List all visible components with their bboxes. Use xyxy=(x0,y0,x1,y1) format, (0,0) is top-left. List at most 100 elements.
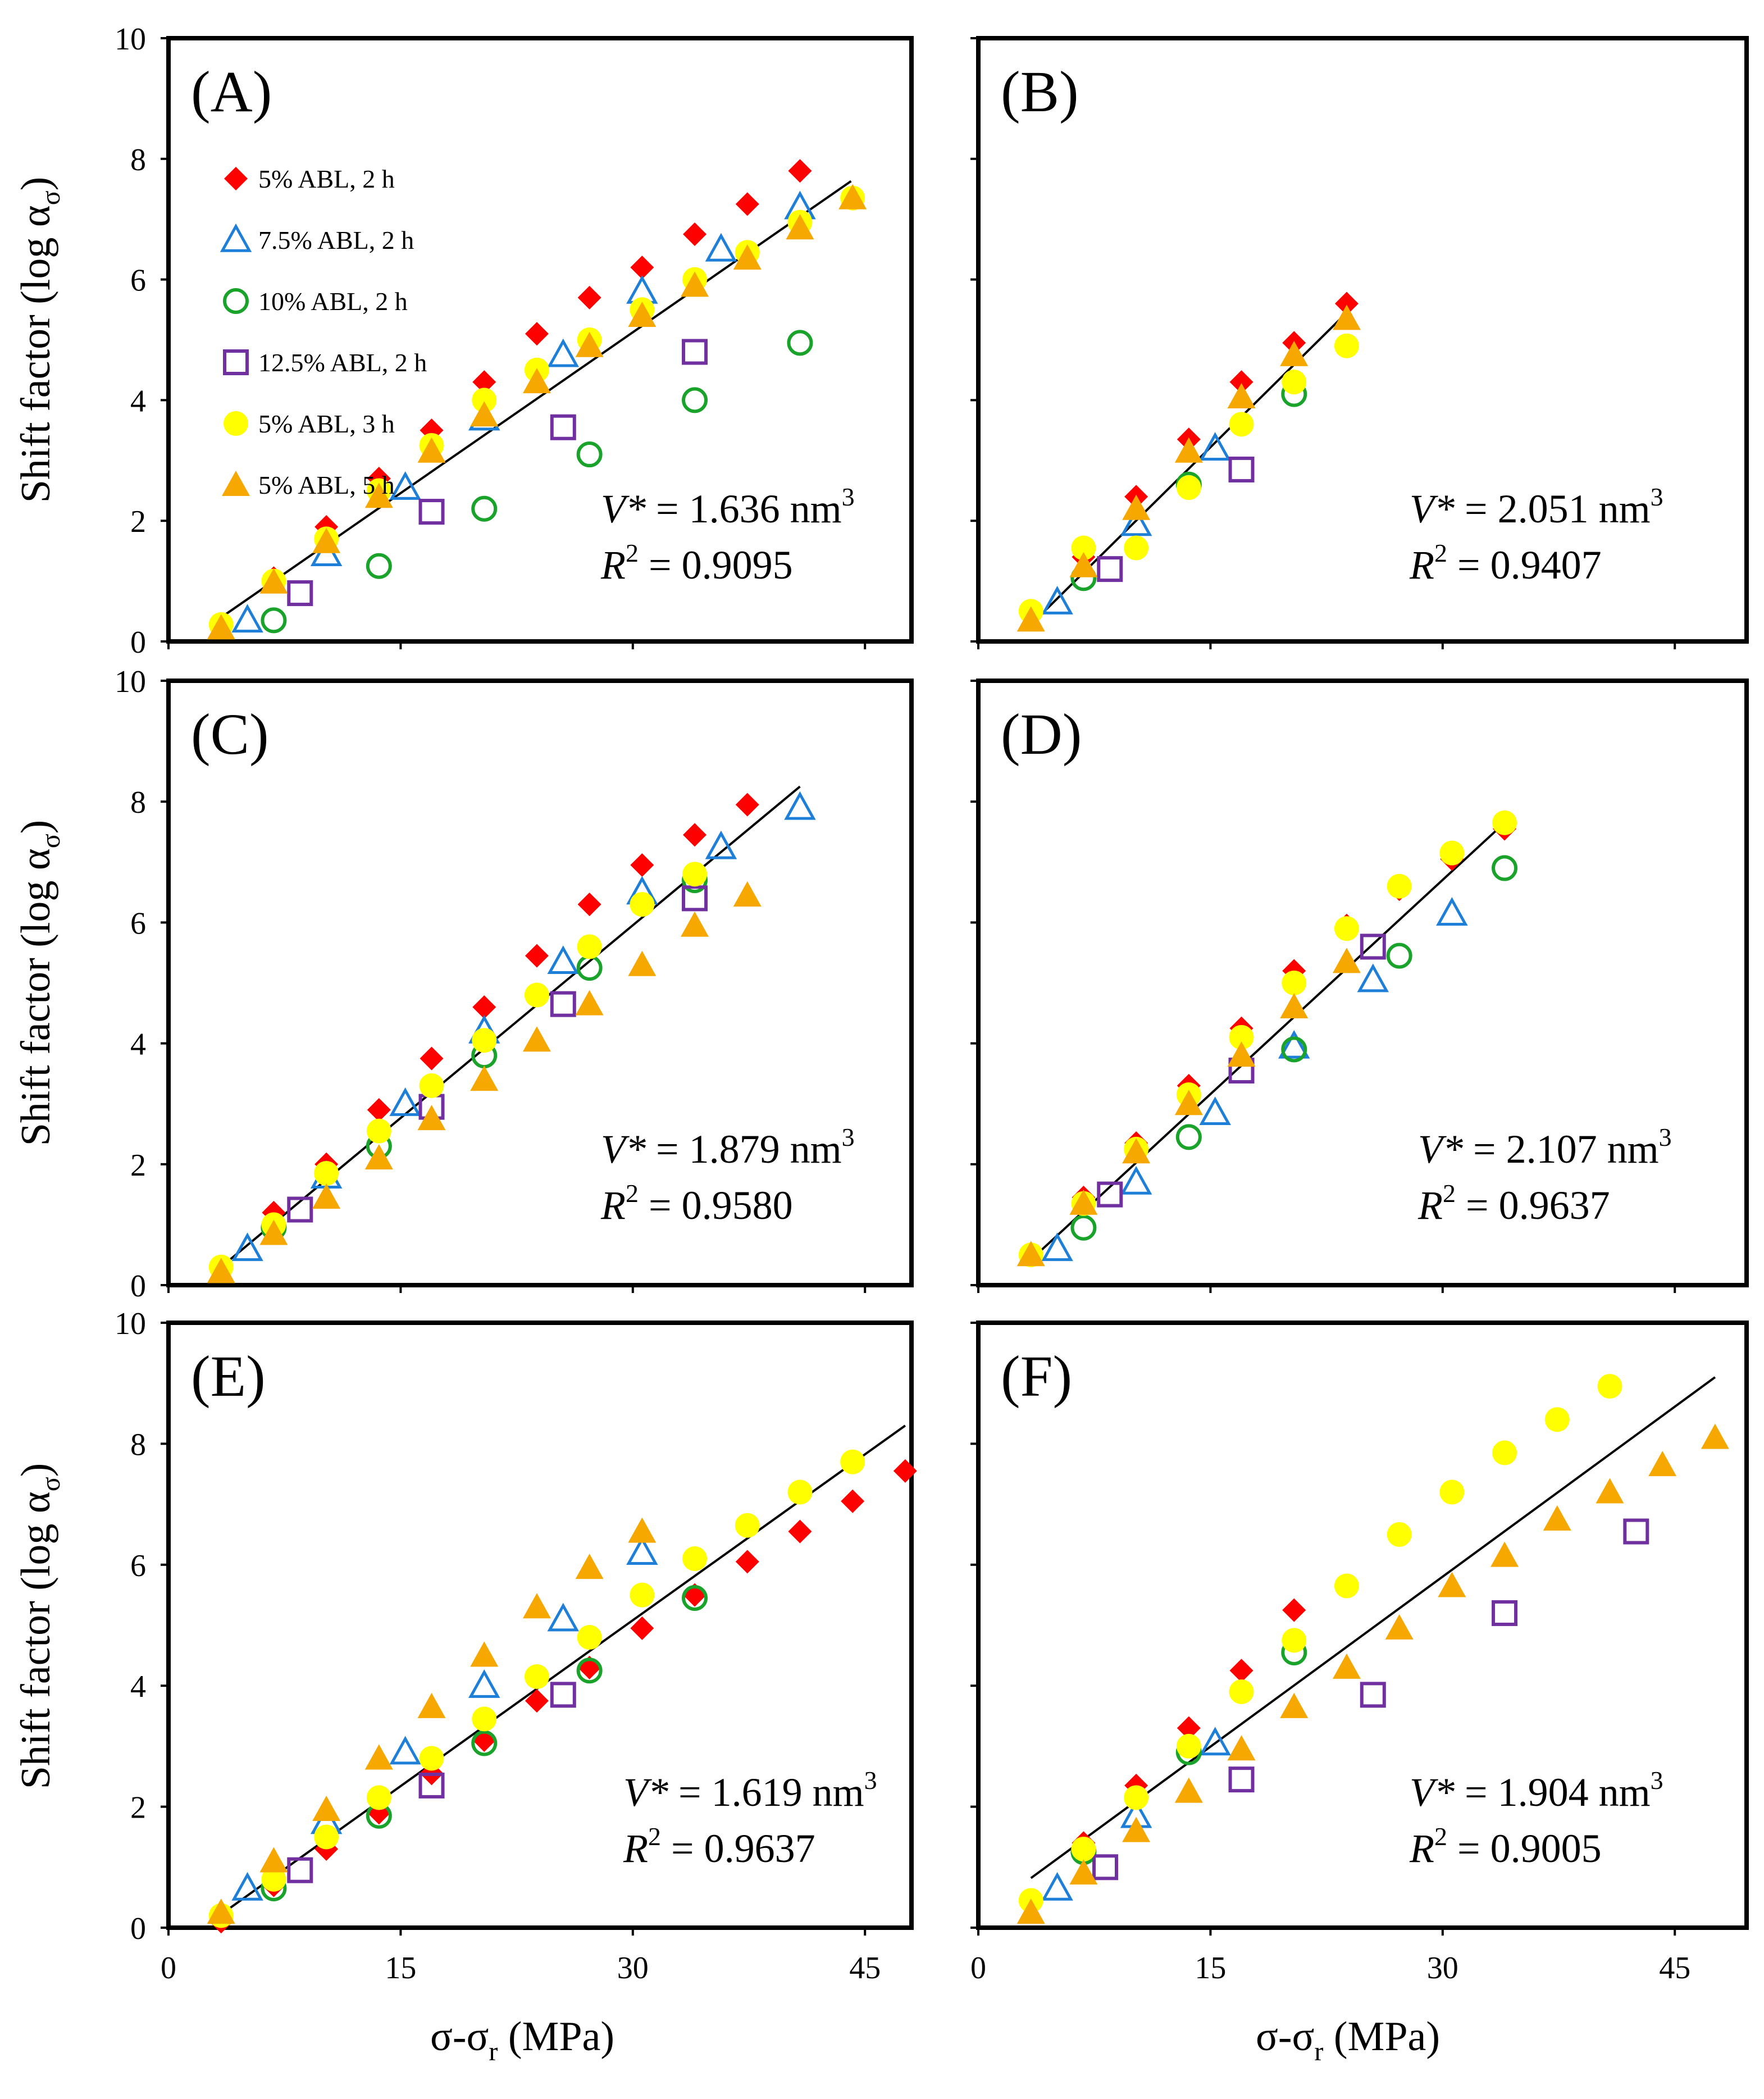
data-point-s1-p4 xyxy=(1357,963,1389,992)
series-7-5-abl-2-h xyxy=(1041,432,1231,614)
data-point-s5-p4 xyxy=(1227,1041,1256,1067)
data-point-s5-p1 xyxy=(1069,1859,1098,1885)
data-point-s5-p6 xyxy=(1332,948,1361,973)
series-5-abl-5-h xyxy=(1017,304,1361,632)
data-point-s5-p1 xyxy=(259,568,288,594)
panel-label: (F) xyxy=(1001,1344,1072,1409)
r-exponent: 2 xyxy=(648,1822,661,1851)
data-point-s3-p2 xyxy=(1360,1682,1386,1708)
v-value: = 1.619 nm xyxy=(668,1770,864,1815)
data-point-s2-p4 xyxy=(682,1585,708,1611)
data-point-s4-p6 xyxy=(1334,1573,1359,1599)
data-point-s3-p0 xyxy=(287,580,313,607)
data-point-s2-p1 xyxy=(1175,1124,1202,1150)
v-symbol: V* xyxy=(601,1127,646,1172)
data-point-s2-p4 xyxy=(682,387,708,413)
v-symbol: V* xyxy=(1410,1770,1455,1815)
data-point-s5-p4 xyxy=(417,1105,446,1131)
data-point-s1-p2 xyxy=(1199,432,1231,461)
data-point-s5-p5 xyxy=(470,1641,499,1667)
data-point-s4-p7 xyxy=(1387,873,1412,899)
v-exponent: 3 xyxy=(842,1123,855,1151)
data-point-s4-p11 xyxy=(787,1479,813,1505)
data-point-s1-p3 xyxy=(1278,1030,1310,1059)
x-tick-label: 45 xyxy=(1659,1951,1690,1986)
y-axis-title-end: ) xyxy=(13,1463,59,1477)
plot-frame xyxy=(166,679,914,1287)
panel-b: (B) V* = 2.051 nm3 R2 = 0.9407 xyxy=(970,36,1749,649)
data-point-s5-p1 xyxy=(1069,552,1098,577)
data-point-s1-p4 xyxy=(547,338,580,367)
y-tick-label: 10 xyxy=(115,1306,146,1341)
data-point-s0-p4 xyxy=(1229,370,1254,394)
legend-label: 10% ABL, 2 h xyxy=(258,287,408,316)
data-point-s5-p2 xyxy=(312,527,341,553)
data-point-s0-p12 xyxy=(841,1489,865,1513)
v-value: = 2.051 nm xyxy=(1455,486,1651,531)
panel-d: (D) V* = 2.107 nm3 R2 = 0.9637 xyxy=(970,679,1749,1293)
data-point-s1-p2 xyxy=(1199,1727,1231,1756)
data-point-s3-p2 xyxy=(550,414,576,440)
series-5-abl-5-h xyxy=(1017,948,1361,1267)
data-point-s4-p5 xyxy=(472,388,497,413)
data-point-s4-p2 xyxy=(314,1160,339,1186)
data-point-s1-p1 xyxy=(1120,1165,1152,1195)
v-value: = 1.904 nm xyxy=(1455,1770,1651,1815)
data-point-s5-p3 xyxy=(364,1144,393,1170)
y-tick-label: 4 xyxy=(130,1027,146,1062)
y-tick-label: 2 xyxy=(130,1791,146,1825)
panel-label: (D) xyxy=(1001,702,1082,767)
series-5-abl-5-h xyxy=(207,881,762,1283)
data-point-s5-p0 xyxy=(207,1898,235,1924)
data-point-s4-p4 xyxy=(419,1746,444,1771)
r-squared: R2 = 0.9637 xyxy=(623,1822,815,1871)
r-symbol: R xyxy=(623,1826,648,1871)
data-point-slegend2-p0 xyxy=(223,288,249,314)
activation-volume: V* = 1.636 nm3 xyxy=(601,482,855,531)
data-point-s3-p3 xyxy=(682,339,708,365)
data-point-s5-p1 xyxy=(259,1847,288,1873)
r-value: = 0.9407 xyxy=(1447,543,1602,588)
data-point-s5-p3 xyxy=(1174,437,1203,463)
data-point-s4-p5 xyxy=(1282,1628,1307,1653)
y-axis-title: Shift factor (log ασ) xyxy=(13,177,66,503)
v-symbol: V* xyxy=(1410,486,1455,531)
series-10-abl-2-h xyxy=(261,1585,708,1901)
data-point-s1-p4 xyxy=(547,1602,580,1632)
data-point-s3-p1 xyxy=(418,499,445,525)
x-tick-label: 15 xyxy=(385,1951,416,1986)
data-point-s5-p6 xyxy=(522,1026,551,1052)
y-tick-label: 10 xyxy=(115,22,146,57)
x-tick-label: 0 xyxy=(970,1951,986,1986)
data-point-s2-p0 xyxy=(1070,1214,1097,1241)
y-tick-label: 2 xyxy=(130,1148,146,1183)
data-point-s0-p2 xyxy=(1177,1716,1201,1740)
r-squared: R2 = 0.9580 xyxy=(600,1179,793,1228)
plot-frame xyxy=(976,1321,1749,1930)
data-point-s0-p8 xyxy=(630,853,654,877)
r-value: = 0.9637 xyxy=(661,1826,815,1871)
data-point-s1-p0 xyxy=(1041,1232,1073,1262)
data-point-s5-p4 xyxy=(417,437,446,463)
data-point-s3-p0 xyxy=(287,1196,313,1223)
data-point-s4-p3 xyxy=(1176,1733,1201,1759)
series-5-abl-3-h xyxy=(1018,1374,1622,1913)
data-point-s5-p8 xyxy=(628,1517,657,1543)
x-tick-label: 30 xyxy=(617,1951,649,1986)
y-axis-title: Shift factor (log ασ) xyxy=(13,1463,66,1789)
activation-volume: V* = 2.107 nm3 xyxy=(1418,1123,1672,1172)
data-point-s4-p5 xyxy=(1282,370,1307,395)
data-point-s1-p6 xyxy=(705,830,737,859)
data-point-s4-p6 xyxy=(524,1664,549,1690)
data-point-s0-p7 xyxy=(577,285,601,309)
data-point-s5-p6 xyxy=(1332,304,1361,330)
r-value: = 0.9637 xyxy=(1456,1183,1610,1228)
r-value: = 0.9580 xyxy=(639,1183,793,1228)
data-point-s5-p6 xyxy=(522,368,551,394)
data-point-s4-p4 xyxy=(1229,1025,1254,1050)
data-point-s4-p1 xyxy=(261,1866,286,1892)
